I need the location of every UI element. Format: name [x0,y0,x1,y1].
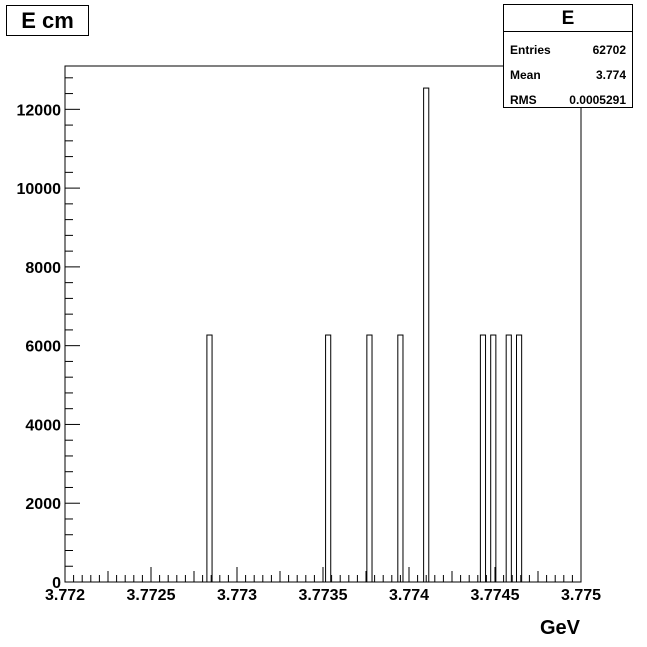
stats-row-mean: Mean 3.774 [510,65,626,85]
stats-histogram-name: E [504,5,632,32]
histogram-bin [366,334,373,583]
y-tick-label: 10000 [17,181,62,198]
plot-title: E cm [6,5,89,36]
plot-frame [64,65,582,583]
x-axis-label: GeV [540,617,581,639]
y-tick-label: 8000 [25,260,61,277]
x-axis-ticks: 3.772 3.7725 3.773 3.7735 3.774 3.7745 3.775 [45,567,601,604]
stats-value: 0.0005291 [569,93,626,107]
stats-value: 62702 [592,43,626,57]
x-tick-label: 3.774 [389,587,429,604]
stats-label: RMS [510,93,537,107]
y-axis-ticks: 0 2000 4000 6000 8000 10000 12000 [17,77,80,592]
x-tick-label: 3.773 [217,587,257,604]
stats-box: E Entries 62702 Mean 3.774 RMS 0.0005291 [503,4,633,108]
x-tick-label: 3.772 [45,587,85,604]
histogram-bin [516,334,523,583]
stats-value: 3.774 [595,68,626,82]
y-tick-label: 0 [52,575,61,592]
histogram-bin [479,334,487,583]
histogram-bin [423,87,430,583]
histogram-bin [397,334,404,583]
stats-row-entries: Entries 62702 [510,40,626,60]
y-tick-label: 12000 [17,102,62,119]
histogram-bin [325,334,332,583]
x-tick-label: 3.7725 [127,587,176,604]
stats-label: Entries [510,43,551,57]
y-tick-label: 6000 [25,339,61,356]
y-tick-label: 4000 [25,417,61,434]
histogram-bin [505,334,512,583]
histogram-bin [490,334,497,583]
y-tick-label: 2000 [25,496,61,513]
histogram-bins [206,87,523,583]
x-tick-label: 3.775 [561,587,601,604]
histogram-bin [206,334,213,583]
x-tick-label: 3.7735 [299,587,348,604]
stats-label: Mean [510,68,541,82]
x-tick-label: 3.7745 [471,587,520,604]
stats-row-rms: RMS 0.0005291 [510,90,626,110]
